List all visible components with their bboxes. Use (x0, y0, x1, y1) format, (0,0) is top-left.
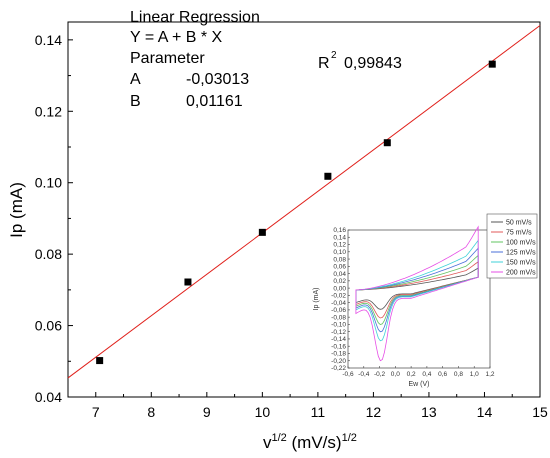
inset-legend-label: 75 mV/s (506, 230, 532, 237)
inset-y-axis-label: Ip (mA) (313, 288, 320, 311)
regression-r-sup: 2 (331, 50, 337, 61)
regression-a-label: A (130, 71, 141, 88)
y-tick-label: 0.06 (35, 318, 62, 334)
regression-line (67, 25, 541, 379)
x-axis-label-main: v (263, 433, 272, 452)
y-tick-label: 0.14 (35, 32, 62, 48)
inset-y-tick-label: -0,18 (331, 351, 346, 358)
inset-legend-label: 125 mV/s (506, 250, 536, 257)
inset-x-tick-label: 0,6 (438, 371, 447, 378)
inset-y-tick-label: 0,12 (333, 242, 346, 249)
regression-r-value: 0,99843 (344, 55, 402, 72)
y-tick-label: 0.10 (35, 175, 62, 191)
data-point (184, 278, 192, 286)
inset-y-tick-label: -0,22 (331, 365, 346, 372)
y-tick-label: 0.12 (35, 103, 62, 119)
inset-y-tick-label: 0,06 (333, 264, 346, 271)
inset-x-tick-label: 0,8 (454, 371, 463, 378)
x-axis-label: v1/2 (mV/s)1/2 (263, 432, 357, 452)
inset-y-tick-label: -0,02 (331, 293, 346, 300)
inset-legend-label: 150 mV/s (506, 260, 536, 267)
inset-y-tick-label: -0,08 (331, 314, 346, 321)
x-tick-label: 15 (532, 404, 548, 420)
inset-y-tick-label: -0,12 (331, 329, 346, 336)
regression-equation: Y = A + B * X (130, 29, 223, 46)
inset-x-tick-label: 0,4 (422, 371, 431, 378)
inset-axis-ticks: -0,6 -0,4 -0,2 0,0 0,2 0,4 0,6 0,8 1,0 1,20,160,1… (331, 227, 495, 378)
inset-legend-label: 200 mV/s (506, 270, 536, 277)
data-point (324, 172, 332, 180)
inset-y-tick-label: 0,16 (333, 227, 346, 234)
regression-b-label: B (130, 93, 141, 110)
regression-a-value: -0,03013 (186, 71, 249, 88)
y-axis-label: Ip (mA) (7, 182, 26, 238)
x-axis-label-units: (mV/s) (287, 433, 342, 452)
inset-legend-label: 50 mV/s (506, 220, 532, 227)
inset-series-curve (355, 225, 479, 362)
inset-legend: 50 mV/s 75 mV/s 100 mV/s 125 mV/s 150 mV/s 20… (491, 220, 536, 277)
inset-y-tick-label: 0,04 (333, 271, 346, 278)
x-tick-label: 7 (92, 404, 100, 420)
inset-x-tick-label: -0,6 (342, 371, 354, 378)
regression-annotation: Linear Regression Y = A + B * X Paramete… (130, 9, 402, 110)
inset-y-tick-label: 0,10 (333, 249, 346, 256)
data-point (488, 60, 496, 68)
x-tick-label: 9 (203, 404, 211, 420)
inset-y-tick-label: 0,02 (333, 278, 346, 285)
x-tick-label: 14 (477, 404, 493, 420)
inset-y-tick-label: -0,10 (331, 322, 346, 329)
regression-parameter-header: Parameter (130, 50, 205, 67)
axis-ticks (67, 39, 541, 398)
inset-y-tick-label: -0,06 (331, 307, 346, 314)
regression-b-value: 0,01161 (186, 93, 243, 110)
inset-y-tick-label: -0,16 (331, 343, 346, 350)
x-tick-label: 8 (147, 404, 155, 420)
inset-legend-box (486, 213, 538, 279)
inset-plot-area (347, 229, 491, 369)
regression-title: Linear Regression (130, 9, 260, 26)
inset-y-tick-label: 0,14 (333, 234, 346, 241)
inset-y-tick-label: -0,20 (331, 358, 346, 365)
x-tick-label: 13 (421, 404, 437, 420)
inset-x-tick-label: -0,4 (358, 371, 370, 378)
inset-curves (355, 225, 479, 362)
x-axis-label-sup: 1/2 (272, 432, 287, 444)
inset-x-tick-label: 0,0 (391, 371, 400, 378)
x-tick-label: 12 (366, 404, 382, 420)
inset-legend-label: 100 mV/s (506, 240, 536, 247)
data-point (383, 139, 391, 147)
x-tick-label: 10 (255, 404, 271, 420)
inset-x-axis-label: Ew (V) (409, 381, 430, 388)
inset-x-tick-label: 1,0 (470, 371, 479, 378)
data-points (96, 60, 496, 365)
inset-x-tick-label: 1,2 (485, 371, 494, 378)
inset-y-tick-label: 0,08 (333, 256, 346, 263)
inset-x-tick-label: 0,2 (407, 371, 416, 378)
inset-chart: -0,6 -0,4 -0,2 0,0 0,2 0,4 0,6 0,8 1,0 1,20,160,1… (313, 213, 538, 388)
tick-labels: 7 8 9 10 11 12 13 14 15 0.04 0.06 0.08 0.10 0.12 0.14 (35, 32, 548, 420)
inset-y-tick-label: -0,04 (331, 300, 346, 307)
plot-area (67, 21, 541, 398)
data-point (96, 357, 104, 365)
y-tick-label: 0.08 (35, 246, 62, 262)
inset-x-tick-label: -0,2 (374, 371, 386, 378)
x-tick-label: 11 (311, 404, 326, 420)
regression-r-label: R (318, 55, 330, 72)
inset-y-tick-label: 0,00 (333, 285, 346, 292)
inset-y-tick-label: -0,14 (331, 336, 346, 343)
data-point (258, 228, 266, 236)
y-tick-label: 0.04 (35, 389, 62, 405)
x-axis-label-units-sup: 1/2 (342, 432, 357, 444)
